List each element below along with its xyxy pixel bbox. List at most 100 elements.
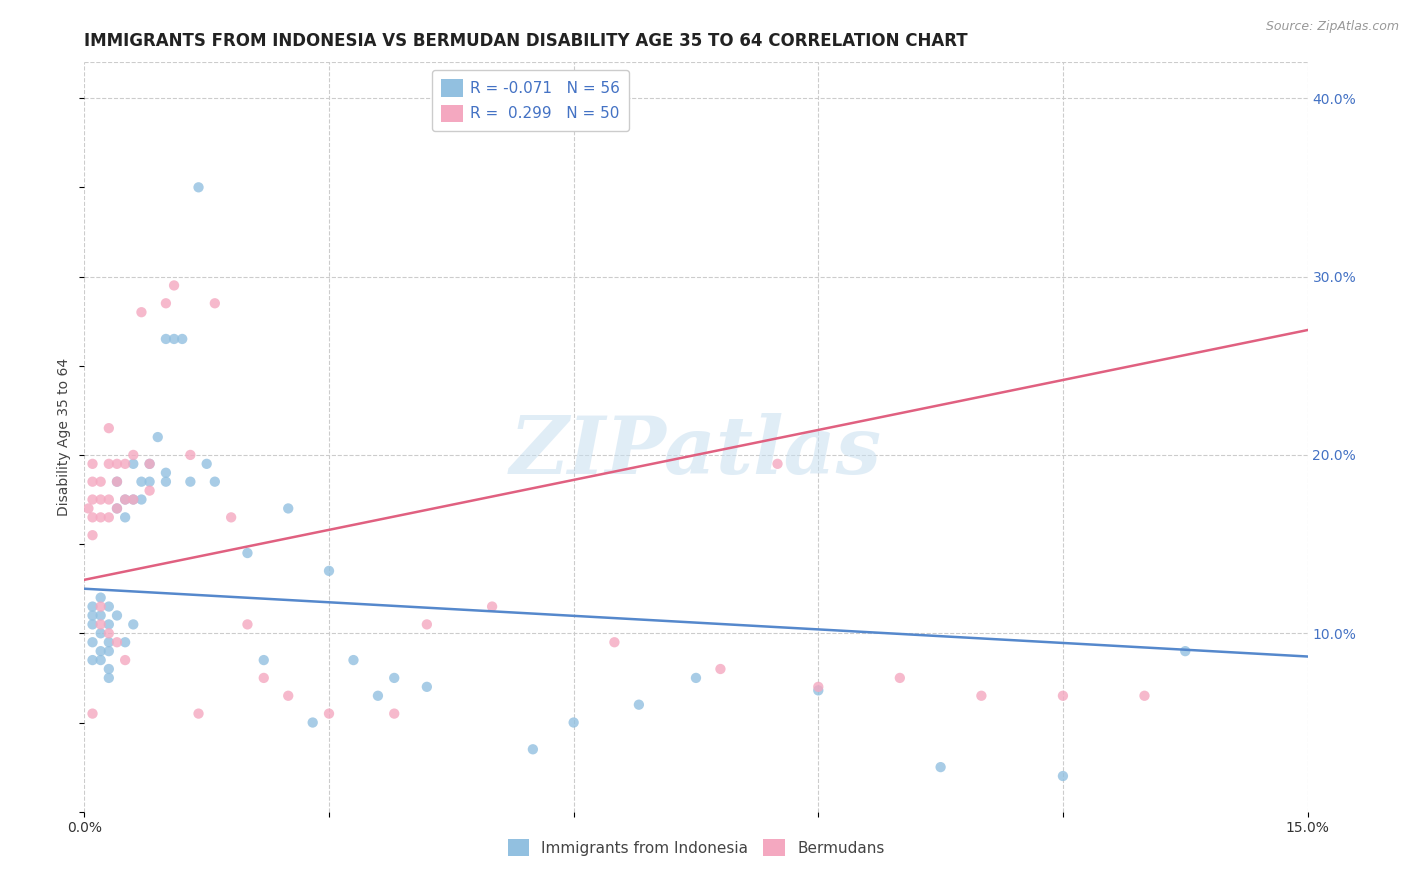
- Point: [90, 599, 112, 614]
- Point: [114, 510, 136, 524]
- Point: [105, 501, 128, 516]
- Point: [970, 689, 993, 703]
- Point: [82, 706, 104, 721]
- Point: [97, 635, 120, 649]
- Point: [277, 501, 299, 516]
- Point: [219, 510, 242, 524]
- Point: [627, 698, 650, 712]
- Point: [416, 680, 439, 694]
- Point: [172, 332, 194, 346]
- Point: [122, 492, 145, 507]
- Point: [204, 296, 226, 310]
- Point: [562, 715, 585, 730]
- Text: Source: ZipAtlas.com: Source: ZipAtlas.com: [1265, 20, 1399, 33]
- Point: [105, 475, 128, 489]
- Point: [138, 457, 160, 471]
- Point: [889, 671, 911, 685]
- Point: [90, 510, 112, 524]
- Point: [90, 653, 112, 667]
- Point: [82, 617, 104, 632]
- Point: [90, 617, 112, 632]
- Point: [146, 430, 169, 444]
- Point: [138, 457, 160, 471]
- Point: [97, 626, 120, 640]
- Text: IMMIGRANTS FROM INDONESIA VS BERMUDAN DISABILITY AGE 35 TO 64 CORRELATION CHART: IMMIGRANTS FROM INDONESIA VS BERMUDAN DI…: [84, 32, 967, 50]
- Point: [1052, 769, 1074, 783]
- Point: [163, 278, 186, 293]
- Point: [105, 501, 128, 516]
- Point: [105, 608, 128, 623]
- Y-axis label: Disability Age 35 to 64: Disability Age 35 to 64: [58, 358, 72, 516]
- Point: [204, 475, 226, 489]
- Point: [155, 296, 177, 310]
- Point: [138, 483, 160, 498]
- Point: [807, 683, 830, 698]
- Point: [253, 653, 276, 667]
- Point: [114, 653, 136, 667]
- Point: [179, 448, 201, 462]
- Point: [253, 671, 276, 685]
- Point: [382, 671, 405, 685]
- Point: [163, 332, 186, 346]
- Point: [179, 475, 201, 489]
- Point: [481, 599, 503, 614]
- Point: [105, 457, 128, 471]
- Point: [97, 644, 120, 658]
- Point: [236, 617, 259, 632]
- Point: [82, 492, 104, 507]
- Point: [90, 626, 112, 640]
- Point: [603, 635, 626, 649]
- Point: [97, 671, 120, 685]
- Point: [301, 715, 323, 730]
- Point: [709, 662, 731, 676]
- Point: [90, 608, 112, 623]
- Point: [929, 760, 952, 774]
- Point: [97, 492, 120, 507]
- Point: [1133, 689, 1156, 703]
- Point: [82, 475, 104, 489]
- Point: [131, 492, 153, 507]
- Point: [122, 617, 145, 632]
- Point: [82, 608, 104, 623]
- Point: [187, 180, 209, 194]
- Point: [155, 475, 177, 489]
- Point: [82, 457, 104, 471]
- Point: [90, 591, 112, 605]
- Point: [122, 457, 145, 471]
- Point: [82, 599, 104, 614]
- Point: [90, 492, 112, 507]
- Point: [114, 492, 136, 507]
- Point: [195, 457, 218, 471]
- Point: [82, 510, 104, 524]
- Point: [155, 332, 177, 346]
- Point: [187, 706, 209, 721]
- Point: [90, 475, 112, 489]
- Point: [82, 653, 104, 667]
- Text: ZIPatlas: ZIPatlas: [510, 413, 882, 491]
- Point: [277, 689, 299, 703]
- Point: [97, 617, 120, 632]
- Point: [685, 671, 707, 685]
- Legend: Immigrants from Indonesia, Bermudans: Immigrants from Indonesia, Bermudans: [501, 831, 891, 864]
- Point: [342, 653, 364, 667]
- Point: [82, 528, 104, 542]
- Point: [97, 421, 120, 435]
- Point: [114, 492, 136, 507]
- Point: [416, 617, 439, 632]
- Point: [131, 305, 153, 319]
- Point: [318, 706, 340, 721]
- Point: [77, 501, 100, 516]
- Point: [114, 457, 136, 471]
- Point: [1052, 689, 1074, 703]
- Point: [367, 689, 389, 703]
- Point: [138, 475, 160, 489]
- Point: [97, 457, 120, 471]
- Point: [114, 635, 136, 649]
- Point: [105, 635, 128, 649]
- Point: [382, 706, 405, 721]
- Point: [1174, 644, 1197, 658]
- Point: [122, 448, 145, 462]
- Point: [318, 564, 340, 578]
- Point: [236, 546, 259, 560]
- Point: [131, 475, 153, 489]
